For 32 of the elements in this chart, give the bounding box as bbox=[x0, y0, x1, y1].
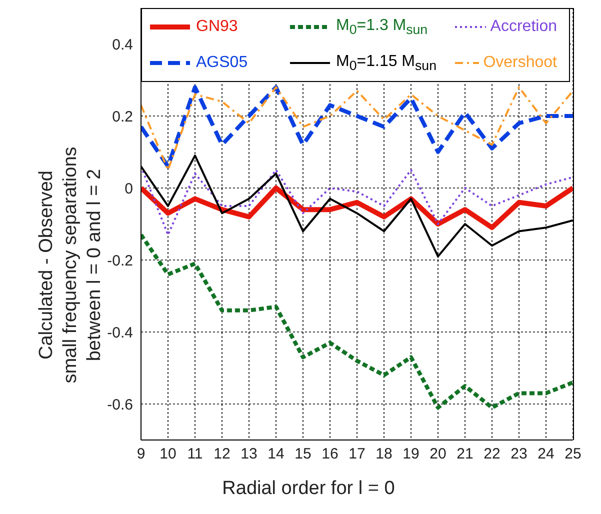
x-tick-label: 18 bbox=[376, 446, 392, 463]
legend-label: AGS05 bbox=[196, 54, 248, 72]
x-tick-label: 24 bbox=[538, 446, 554, 463]
x-tick-label: 10 bbox=[160, 446, 176, 463]
legend-label: Accretion bbox=[490, 18, 557, 36]
x-tick-label: 22 bbox=[484, 446, 500, 463]
x-tick-label: 12 bbox=[214, 446, 230, 463]
x-axis-title: Radial order for l = 0 bbox=[221, 478, 396, 500]
x-tick-label: 11 bbox=[187, 446, 203, 463]
x-tick-label: 15 bbox=[294, 446, 312, 463]
x-tick-label: 14 bbox=[268, 446, 284, 463]
x-tick-label: 19 bbox=[402, 446, 420, 463]
y-tick-label: 0 bbox=[124, 180, 133, 198]
y-tick-label: 0.4 bbox=[112, 36, 133, 54]
y-tick-label: -0.4 bbox=[107, 324, 133, 342]
y-tick-label: 0.2 bbox=[112, 108, 133, 126]
x-tick-label: 21 bbox=[456, 446, 474, 463]
series-label: Overshoot bbox=[483, 54, 557, 72]
x-tick-label: 20 bbox=[430, 446, 446, 463]
legend-label: M$_{0}$=1.3 M$_{sun}$ bbox=[336, 16, 428, 38]
x-tick-label: 23 bbox=[510, 446, 528, 463]
legend-label: GN93 bbox=[196, 18, 238, 36]
x-tick-label: 16 bbox=[322, 446, 338, 463]
legend-label: M$_{0}$=1.15 M$_{sun}$ bbox=[336, 52, 437, 74]
y-tick-label: -0.2 bbox=[107, 252, 133, 270]
x-tick-label: 9 bbox=[136, 446, 146, 463]
line-series bbox=[141, 232, 573, 410]
y-tick-label: -0.6 bbox=[107, 396, 133, 414]
x-tick-label: 25 bbox=[564, 446, 582, 463]
x-tick-label: 13 bbox=[240, 446, 258, 463]
x-tick-label: 17 bbox=[348, 446, 366, 463]
y-axis-title: Calculated - Observed small frequency separations between l = 0 and l = 2 bbox=[35, 146, 106, 386]
